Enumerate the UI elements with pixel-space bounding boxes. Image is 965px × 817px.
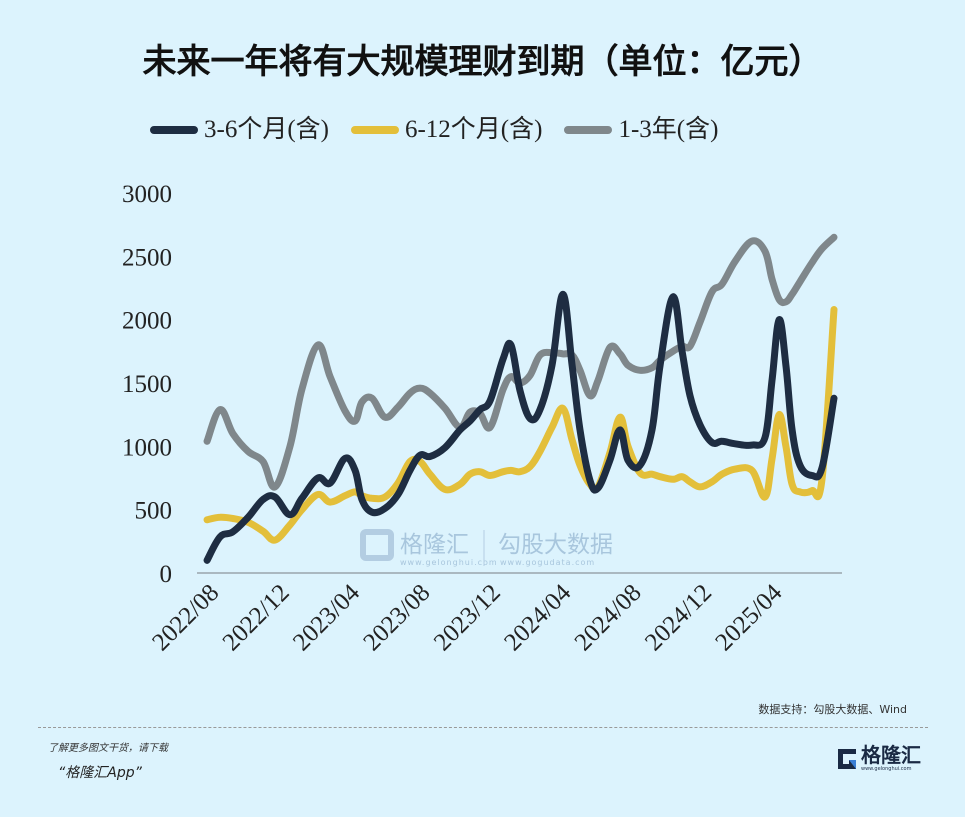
data-source: 数据支持：勾股大数据、Wind (758, 703, 907, 716)
legend-swatch-6-12m (350, 126, 399, 134)
x-tick-label: 2022/08 (147, 579, 224, 656)
legend-swatch-3-6m (150, 126, 198, 134)
chart-legend: 3-6个月(含) 6-12个月(含) 1-3年(含) (150, 110, 718, 150)
x-tick-label: 2023/08 (358, 579, 435, 656)
brand-logo[interactable]: 格隆汇 www.gelonghui.com (836, 744, 921, 773)
brand-logo-icon (838, 748, 856, 769)
y-tick-label: 2500 (122, 244, 172, 271)
x-tick-label: 2024/04 (499, 579, 576, 656)
promo-app-name: “格隆汇App” (58, 765, 142, 781)
watermark: 格隆汇 www.gelonghui.com 勾股大数据 www.gogudata… (360, 529, 613, 567)
watermark-logo-icon (360, 529, 394, 561)
series-line-6-12m (203, 306, 838, 544)
watermark-brand: 格隆汇 (400, 532, 469, 558)
y-axis: 0 500 1000 1500 2000 2500 3000 (122, 181, 172, 588)
x-tick-label: 2023/12 (429, 579, 506, 656)
legend-label-1-3y: 1-3年(含) (618, 116, 719, 143)
legend-label-6-12m: 6-12个月(含) (404, 116, 543, 143)
legend-item-3-6m: 3-6个月(含) (150, 115, 329, 145)
promo-text: 了解更多图文干货，请下载 (48, 743, 168, 754)
legend-item-6-12m: 6-12个月(含) (350, 115, 543, 145)
chart-title: 未来一年将有大规模理财到期（单位：亿元） (142, 42, 823, 82)
brand-logo-text: 格隆汇 (861, 743, 921, 767)
y-tick-label: 1000 (122, 434, 172, 461)
line-chart: 格隆汇 www.gelonghui.com 勾股大数据 www.gogudata… (122, 181, 842, 656)
x-tick-label: 2022/12 (218, 579, 295, 656)
series-lines (203, 233, 838, 564)
series-line-3-6m (203, 290, 838, 564)
legend-swatch-1-3y (564, 126, 613, 134)
y-tick-label: 1500 (122, 371, 172, 398)
series-line-1-3y (203, 233, 838, 491)
footer-divider (38, 727, 928, 728)
watermark-data-brand: 勾股大数据 (498, 532, 613, 558)
brand-logo-url: www.gelonghui.com (861, 766, 912, 772)
y-tick-label: 3000 (122, 181, 172, 208)
x-axis: 2022/082022/122023/042023/082023/122024/… (147, 579, 788, 656)
y-tick-label: 2000 (122, 308, 172, 335)
legend-item-1-3y: 1-3年(含) (564, 115, 718, 145)
watermark-data-url: www.gogudata.com (500, 558, 595, 567)
x-tick-label: 2024/08 (570, 579, 647, 656)
watermark-brand-url: www.gelonghui.com (400, 558, 498, 567)
x-tick-label: 2025/04 (710, 579, 787, 656)
y-tick-label: 0 (160, 561, 173, 588)
legend-label-3-6m: 3-6个月(含) (204, 116, 329, 143)
y-tick-label: 500 (135, 498, 173, 525)
x-tick-label: 2023/04 (288, 579, 365, 656)
x-tick-label: 2024/12 (640, 579, 717, 656)
